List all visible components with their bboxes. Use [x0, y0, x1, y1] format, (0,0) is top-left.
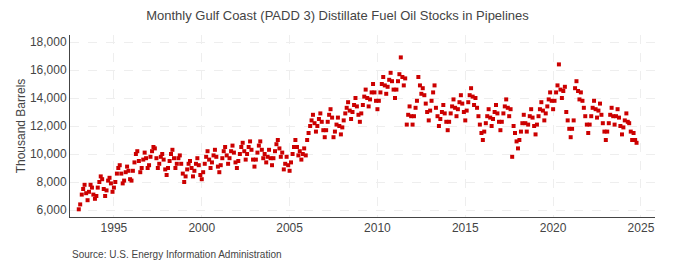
svg-text:12,000: 12,000: [30, 119, 67, 133]
svg-text:Monthly Gulf Coast (PADD 3) Di: Monthly Gulf Coast (PADD 3) Distillate F…: [146, 8, 529, 23]
svg-text:1995: 1995: [101, 221, 128, 235]
svg-text:2005: 2005: [276, 221, 303, 235]
svg-text:8,000: 8,000: [37, 175, 67, 189]
svg-text:14,000: 14,000: [30, 91, 67, 105]
svg-text:10,000: 10,000: [30, 147, 67, 161]
svg-text:Source: U.S. Energy Informatio: Source: U.S. Energy Information Administ…: [72, 249, 282, 260]
svg-text:2015: 2015: [452, 221, 479, 235]
svg-text:2020: 2020: [540, 221, 567, 235]
svg-text:18,000: 18,000: [30, 35, 67, 49]
svg-text:2010: 2010: [364, 221, 391, 235]
svg-text:6,000: 6,000: [37, 203, 67, 217]
svg-text:Thousand Barrels: Thousand Barrels: [14, 79, 28, 174]
svg-text:2000: 2000: [188, 221, 215, 235]
svg-text:16,000: 16,000: [30, 63, 67, 77]
svg-text:2025: 2025: [628, 221, 655, 235]
